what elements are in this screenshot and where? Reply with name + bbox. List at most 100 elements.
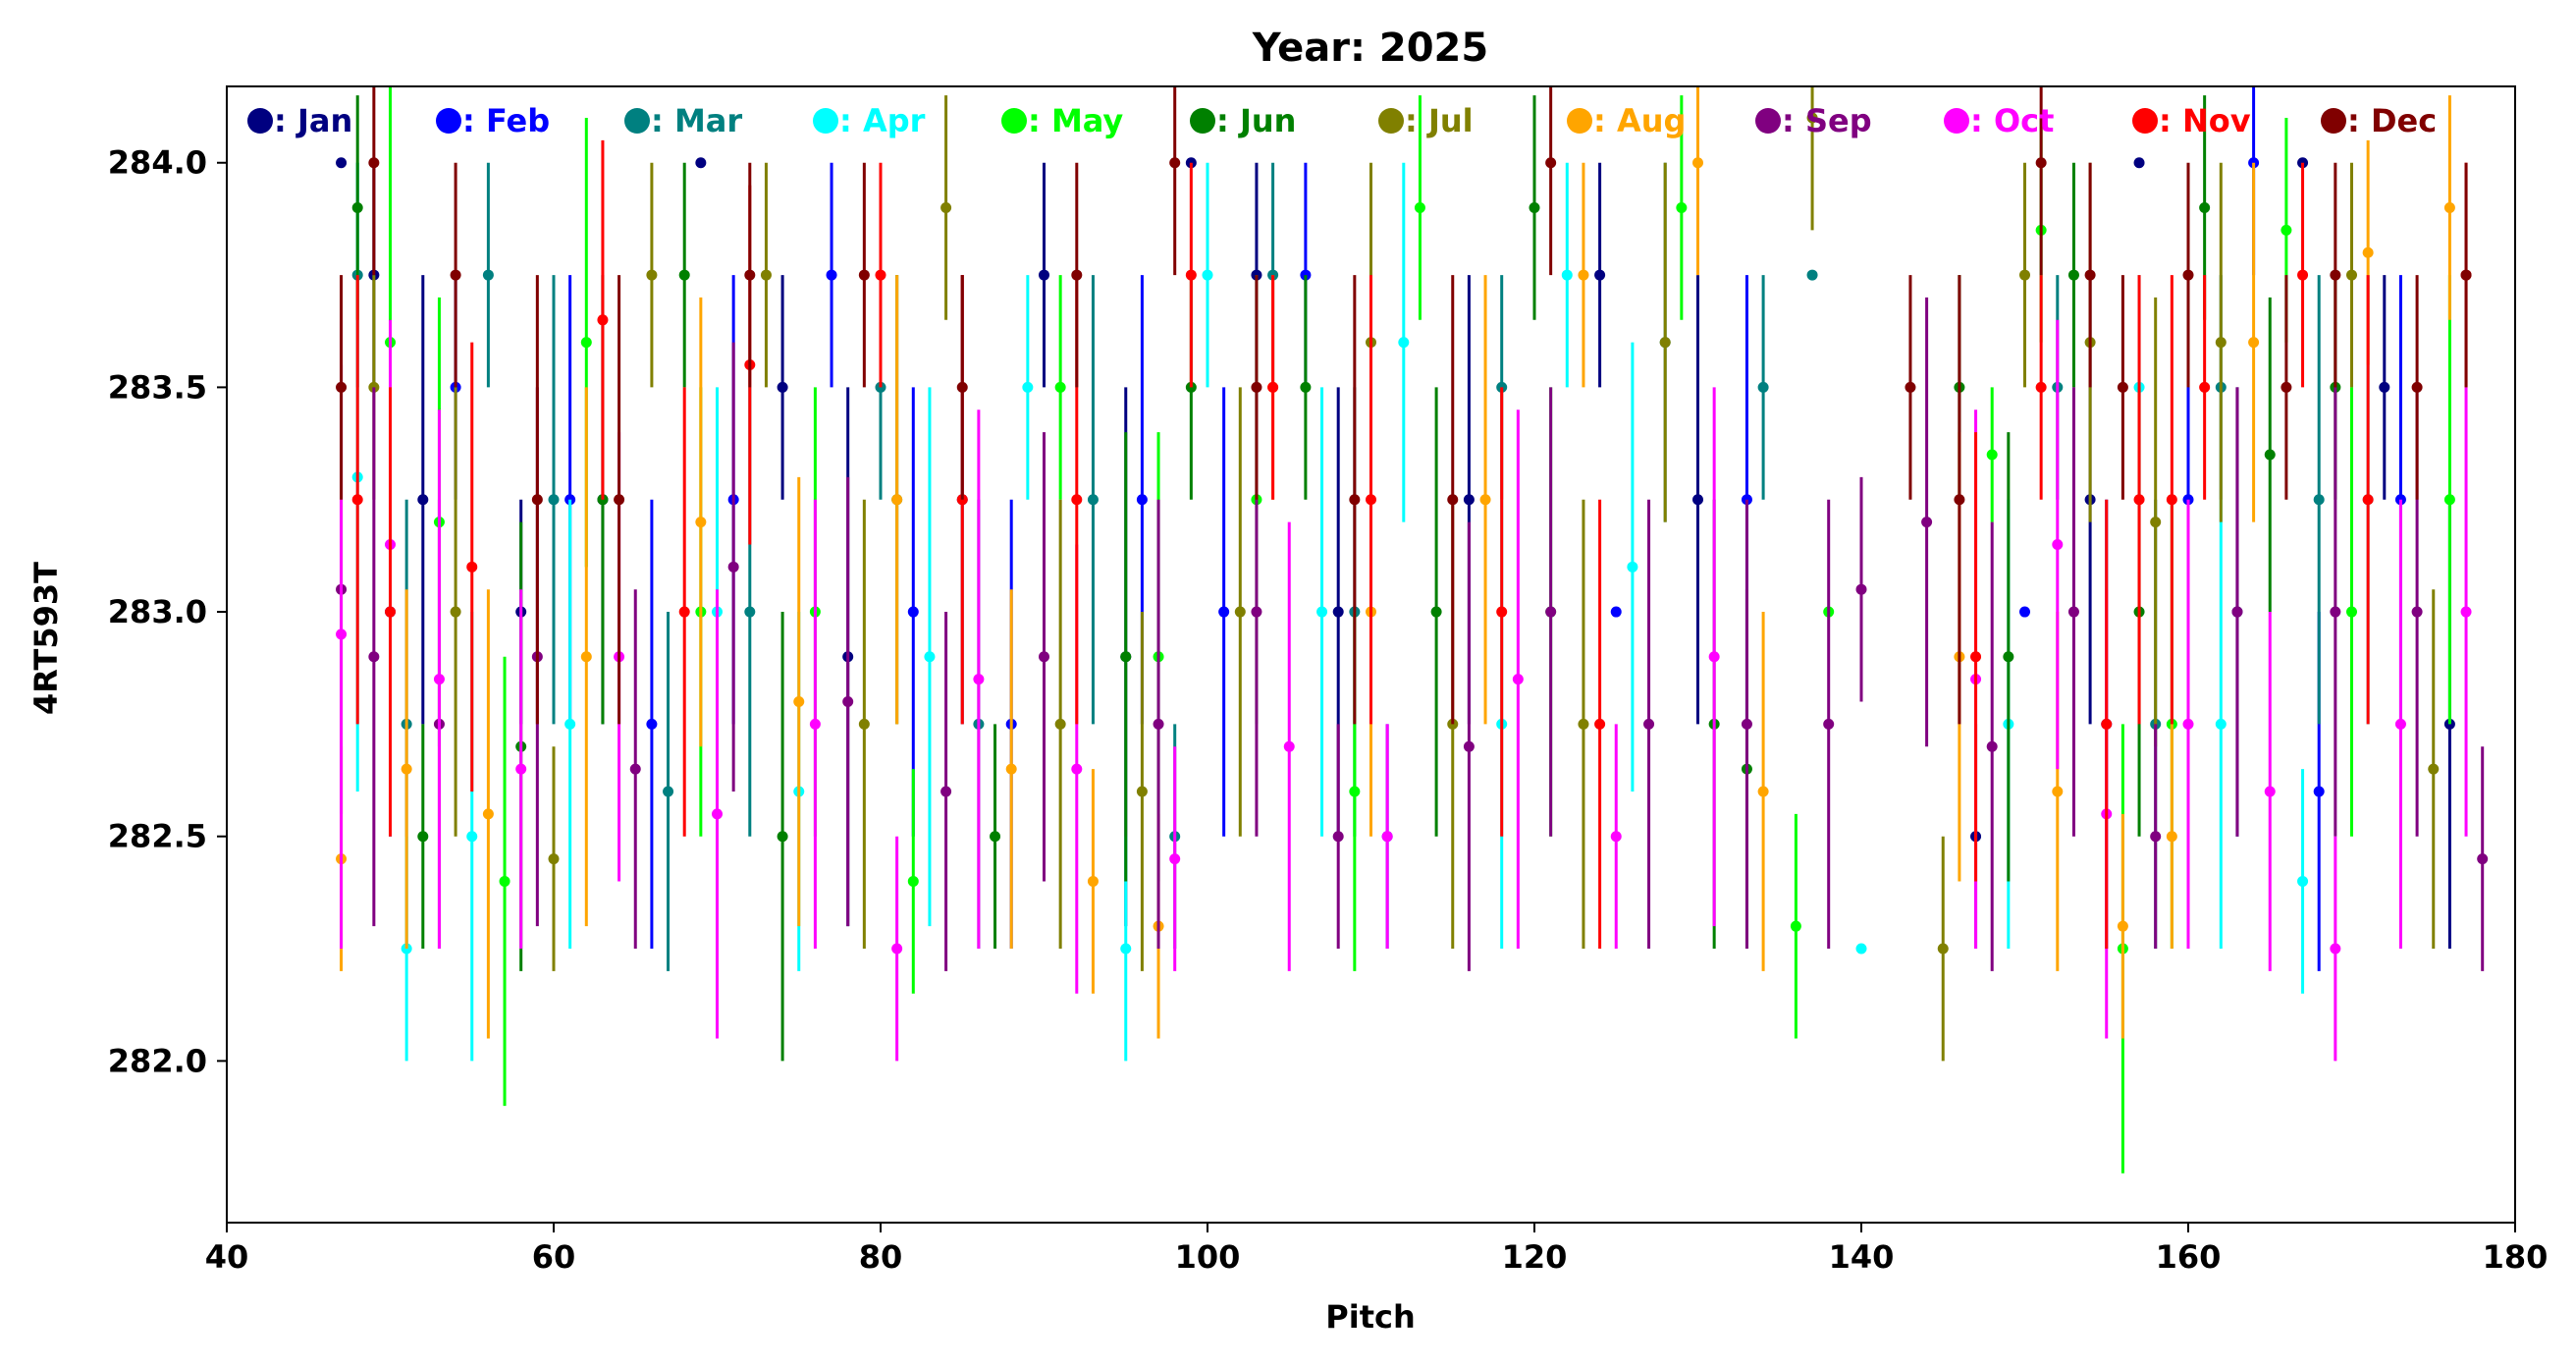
legend-label: : Jun	[1216, 102, 1296, 139]
data-point	[2052, 786, 2064, 797]
x-tick-label: 60	[532, 1238, 576, 1276]
data-point	[956, 494, 968, 506]
data-point	[1120, 943, 1132, 955]
legend-item-jun: : Jun	[1190, 102, 1296, 139]
data-point	[646, 718, 658, 730]
legend-item-oct: : Oct	[1944, 102, 2054, 139]
data-point	[2330, 606, 2341, 618]
data-point	[2248, 337, 2260, 349]
data-point	[1185, 269, 1197, 281]
data-point	[2297, 269, 2309, 281]
legend-marker	[247, 108, 273, 134]
data-point	[1806, 112, 1818, 124]
data-point	[1692, 494, 1703, 506]
data-point	[1054, 718, 1066, 730]
data-point	[1136, 494, 1148, 506]
data-point	[1578, 718, 1589, 730]
data-point	[2117, 381, 2128, 393]
legend-label: : Dec	[2347, 102, 2437, 139]
x-tick-label: 40	[205, 1238, 249, 1276]
data-point	[2411, 606, 2423, 618]
data-point	[597, 494, 609, 506]
data-point	[1855, 943, 1867, 955]
data-point	[2297, 875, 2309, 887]
legend-marker	[1567, 108, 1592, 134]
data-point	[1970, 651, 1982, 663]
data-point	[2411, 381, 2423, 393]
data-point	[1594, 269, 1606, 281]
data-point	[1823, 718, 1835, 730]
data-point	[401, 763, 412, 775]
data-point	[2428, 763, 2440, 775]
data-point	[777, 381, 788, 393]
data-point	[1463, 494, 1475, 506]
legend-marker	[1755, 108, 1781, 134]
data-point	[2150, 831, 2162, 843]
data-point	[663, 786, 674, 797]
data-point	[2166, 831, 2177, 843]
data-point	[629, 763, 641, 775]
data-point	[1643, 718, 1655, 730]
data-point	[2443, 201, 2455, 213]
data-point	[875, 269, 886, 281]
data-point	[1594, 718, 1606, 730]
data-point	[1071, 494, 1083, 506]
data-point	[1905, 381, 1916, 393]
data-point	[1202, 269, 1213, 281]
data-point	[1267, 381, 1279, 393]
data-point	[1234, 606, 1246, 618]
data-point	[2443, 494, 2455, 506]
legend-item-jul: : Jul	[1378, 102, 1474, 139]
data-point	[1332, 831, 1344, 843]
x-tick-label: 140	[1829, 1238, 1895, 1276]
data-point	[1676, 201, 1688, 213]
data-point	[548, 853, 560, 865]
legend-label: : Mar	[651, 102, 742, 139]
data-point	[678, 606, 690, 618]
data-point	[2101, 718, 2113, 730]
legend-label: : Jul	[1405, 102, 1474, 139]
data-point	[580, 337, 592, 349]
data-point	[1447, 494, 1459, 506]
data-point	[1937, 943, 1949, 955]
data-point	[2133, 494, 2145, 506]
data-point	[1954, 494, 1965, 506]
data-point	[777, 831, 788, 843]
data-point	[2215, 718, 2227, 730]
legend-marker	[1378, 108, 1404, 134]
y-tick-label: 283.5	[108, 368, 207, 406]
data-point	[351, 201, 363, 213]
data-point	[956, 381, 968, 393]
data-point	[2067, 606, 2079, 618]
data-point	[2379, 381, 2390, 393]
data-point	[973, 674, 985, 685]
data-point	[1790, 920, 1801, 932]
data-point	[1398, 337, 1410, 349]
data-point	[1349, 494, 1361, 506]
data-point	[1054, 381, 1066, 393]
data-point	[646, 269, 658, 281]
data-point	[891, 943, 903, 955]
data-point	[1757, 381, 1769, 393]
x-tick-label: 160	[2156, 1238, 2222, 1276]
data-point	[2199, 201, 2211, 213]
data-point	[1251, 381, 1262, 393]
data-point	[1545, 606, 1557, 618]
data-point	[466, 831, 478, 843]
legend-item-nov: : Nov	[2132, 102, 2251, 139]
data-point	[614, 494, 625, 506]
data-point	[2330, 943, 2341, 955]
data-point	[1578, 269, 1589, 281]
legend: : Jan: Feb: Mar: Apr: May: Jun: Jul: Aug…	[247, 102, 2437, 139]
data-point	[1921, 517, 1933, 528]
data-point	[466, 561, 478, 573]
x-tick-label: 180	[2483, 1238, 2549, 1276]
legend-label: : Jan	[274, 102, 352, 139]
data-point	[858, 718, 870, 730]
data-point	[1479, 494, 1491, 506]
legend-marker	[2132, 108, 2158, 134]
data-point	[2003, 651, 2014, 663]
y-axis-ticks: 282.0 282.5 283.0 283.5 284.0	[108, 144, 227, 1079]
data-point	[1283, 740, 1295, 752]
data-point	[1414, 201, 1425, 213]
